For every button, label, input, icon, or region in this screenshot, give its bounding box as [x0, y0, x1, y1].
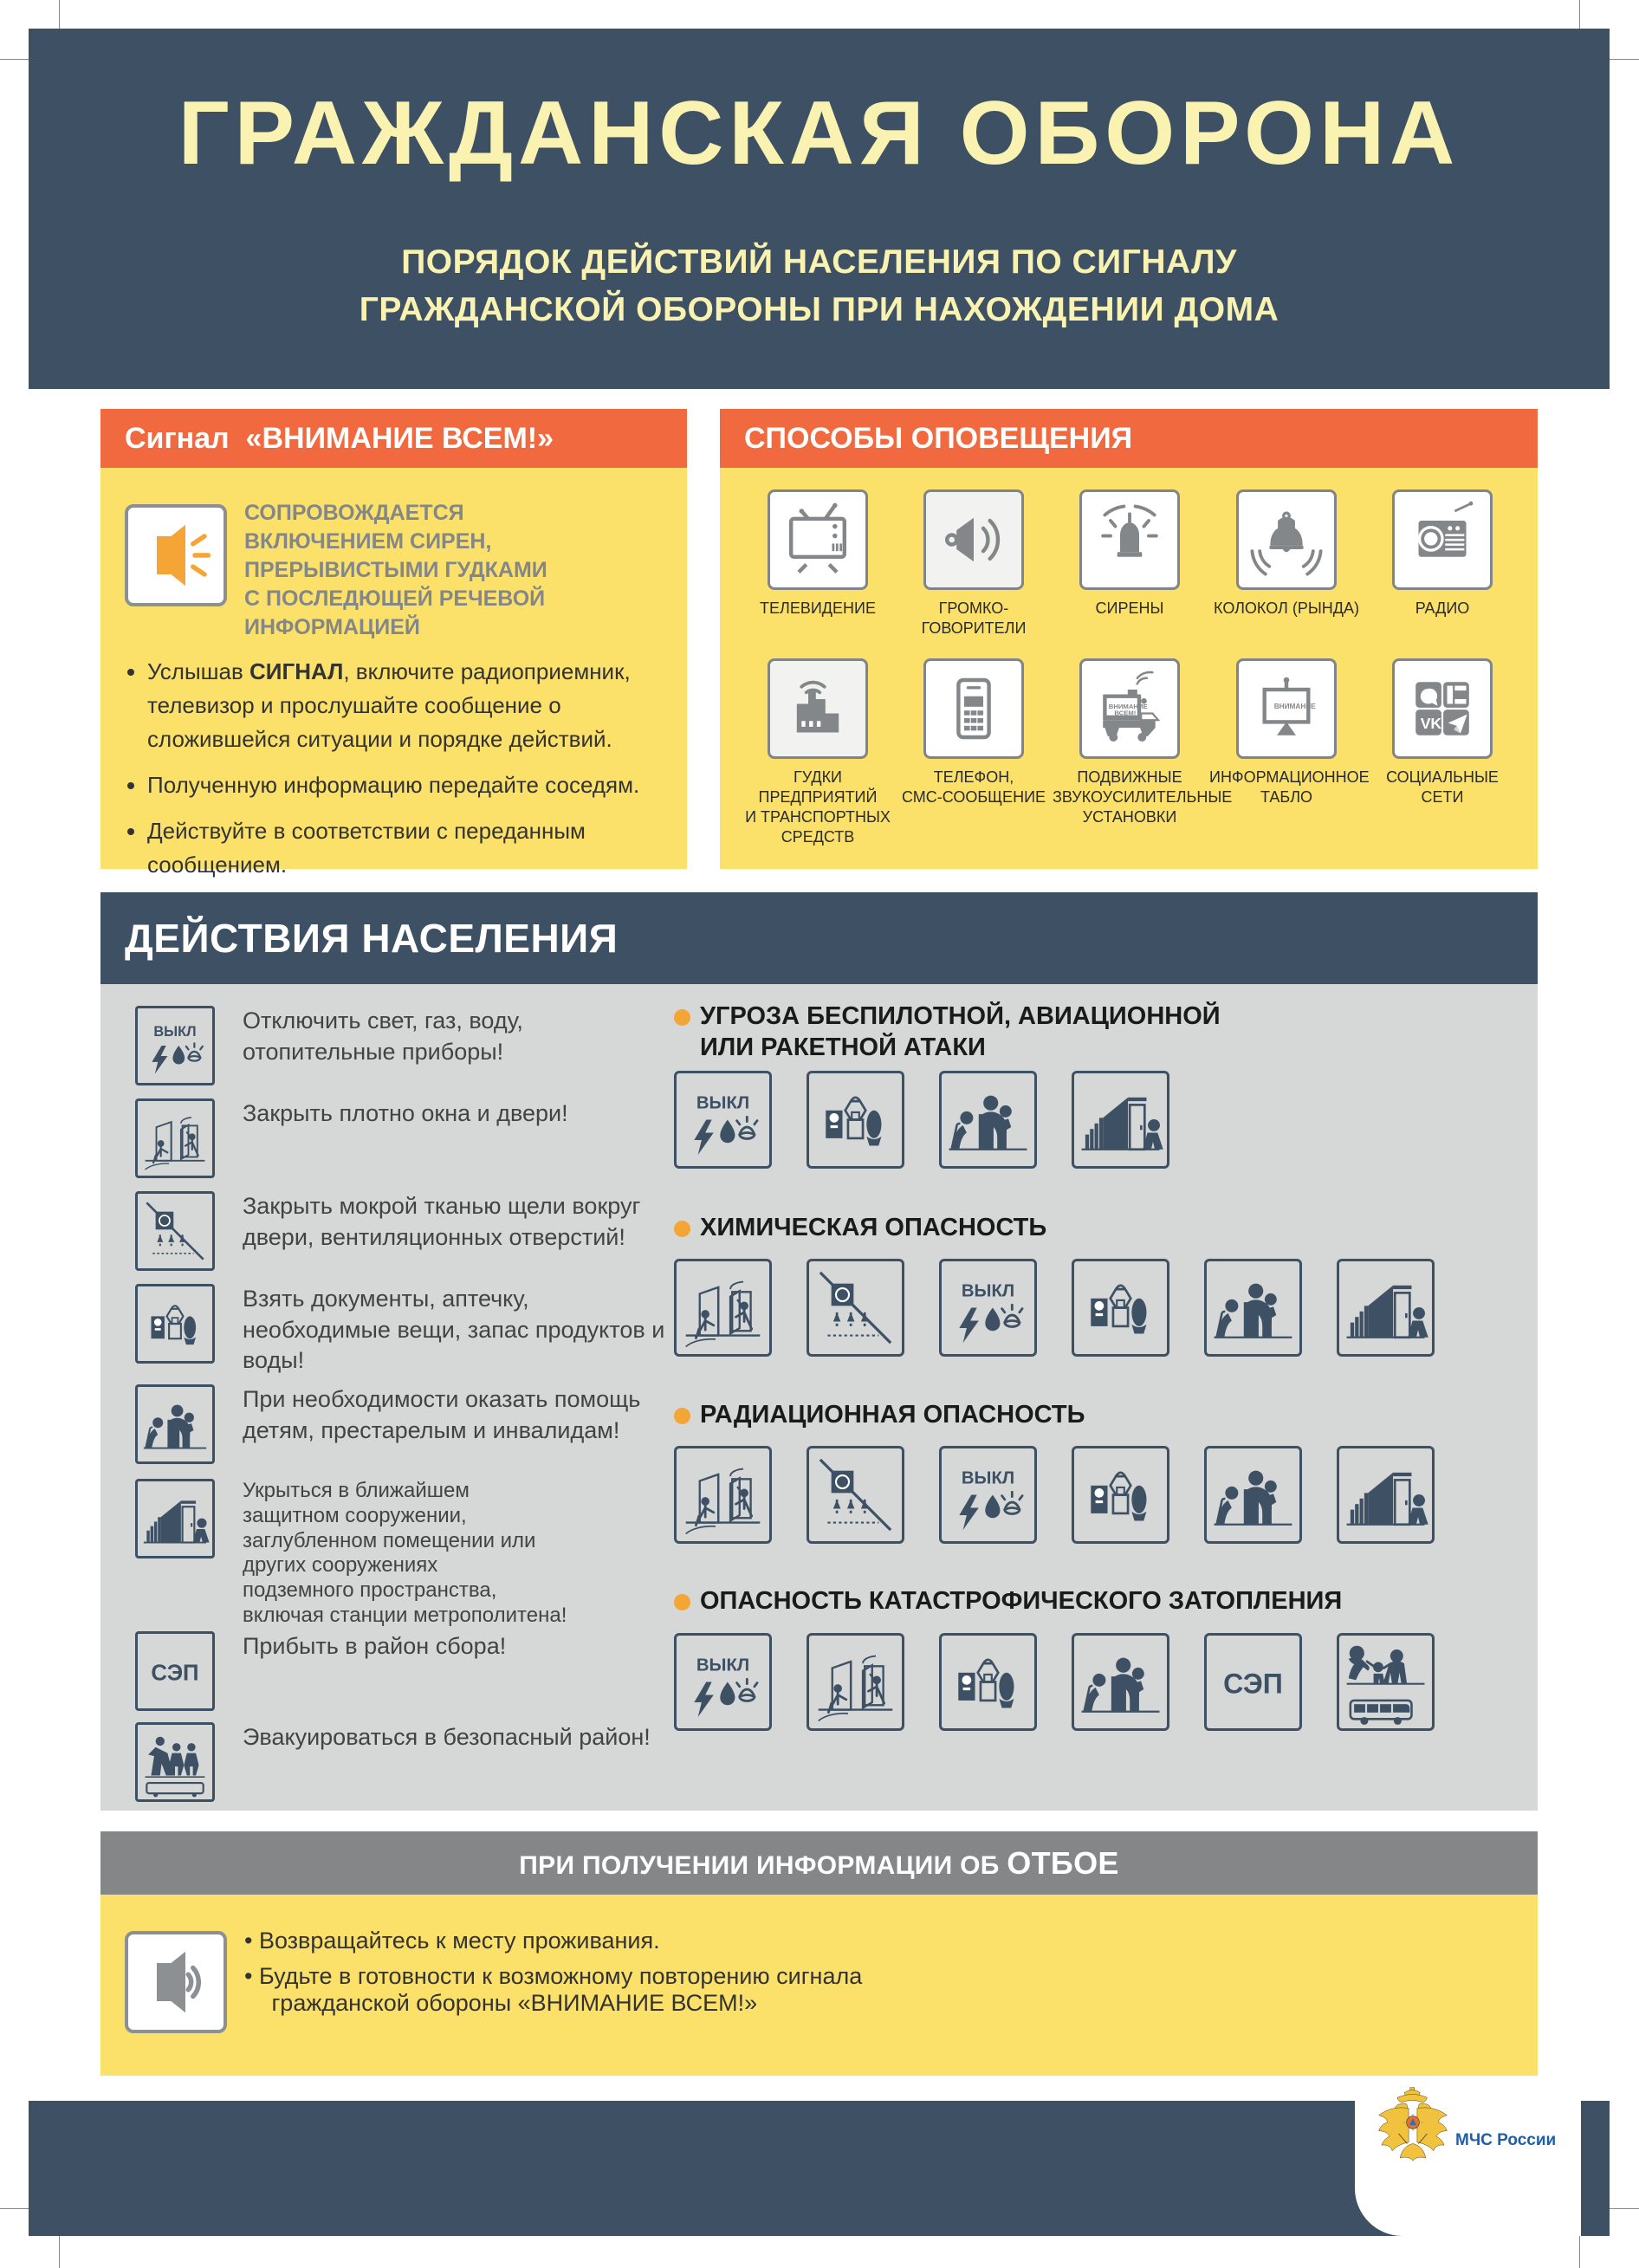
svg-text:ВЫКЛ: ВЫКЛ: [962, 1282, 1014, 1301]
svg-text:ВЫКЛ: ВЫКЛ: [962, 1469, 1014, 1488]
svg-text:ВЫКЛ: ВЫКЛ: [696, 1094, 749, 1113]
svg-text:VK: VK: [1421, 715, 1442, 732]
svg-text:ВЫКЛ: ВЫКЛ: [696, 1656, 749, 1675]
svg-text:СЭП: СЭП: [1223, 1668, 1283, 1699]
svg-text:ВСЕМ!: ВСЕМ!: [1114, 710, 1136, 717]
svg-text:СЭП: СЭП: [151, 1661, 198, 1685]
svg-text:ВЫКЛ: ВЫКЛ: [153, 1024, 196, 1040]
svg-text:ВНИМАНИЕ: ВНИМАНИЕ: [1274, 703, 1317, 710]
